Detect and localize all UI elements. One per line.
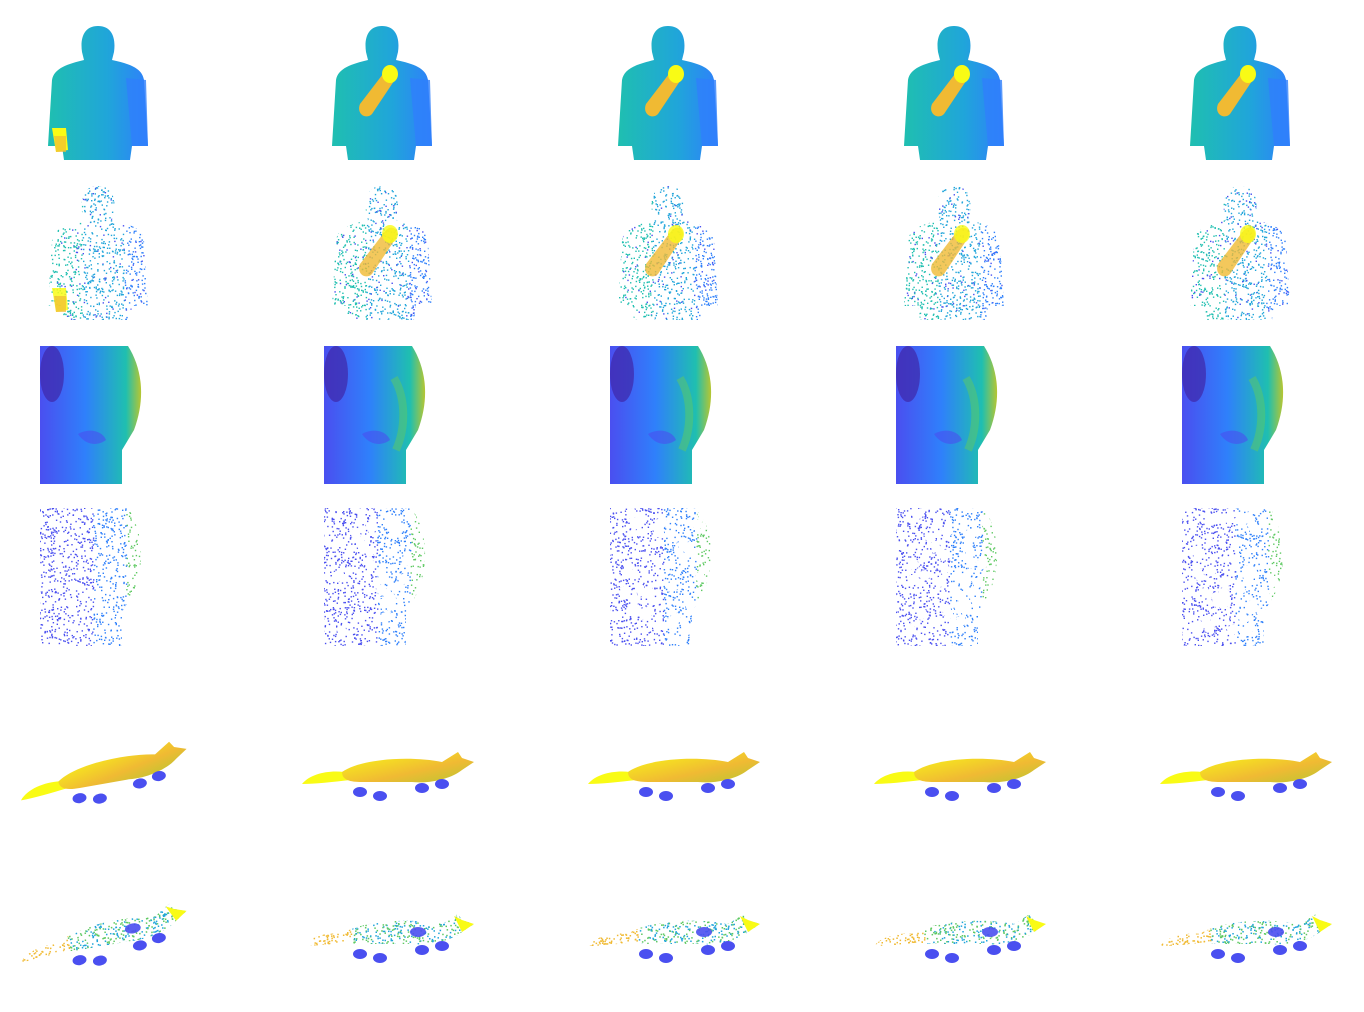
person-front-point-cloud-image	[332, 186, 432, 320]
person-torso-surface-image	[610, 346, 712, 484]
grid-cell-person-torso-point-cloud	[302, 500, 492, 650]
figure-shape	[48, 26, 148, 160]
fox-surface-image	[588, 752, 760, 801]
figure-shape	[1182, 508, 1284, 646]
grid-cell-fox-surface	[588, 700, 778, 850]
grid-cell-fox-surface	[302, 700, 492, 850]
grid-cell-person-front-surface	[874, 18, 1064, 168]
person-torso-surface-image	[324, 346, 426, 484]
figure-shape	[40, 508, 142, 646]
person-front-point-cloud-image	[904, 186, 1004, 320]
grid-cell-fox-surface	[874, 700, 1064, 850]
figure-shape	[875, 914, 1046, 963]
figure-shape	[48, 186, 148, 320]
person-torso-surface-image	[1182, 346, 1284, 484]
figure-shape	[1190, 186, 1290, 320]
figure-shape	[1190, 26, 1290, 160]
fox-point-cloud-image	[18, 900, 191, 966]
figure-shape	[588, 914, 760, 963]
person-torso-point-cloud-image	[324, 508, 426, 646]
grid-cell-person-torso-surface	[18, 338, 208, 488]
grid-cell-fox-point-cloud	[874, 862, 1064, 1012]
figure-shape	[18, 900, 191, 966]
grid-cell-person-front-surface	[588, 18, 778, 168]
grid-cell-person-front-point-cloud	[1160, 178, 1350, 328]
grid-cell-fox-surface	[18, 700, 208, 850]
grid-cell-person-front-surface	[18, 18, 208, 168]
figure-shape	[21, 741, 187, 804]
fox-point-cloud-image	[875, 914, 1046, 963]
grid-cell-person-front-surface	[302, 18, 492, 168]
grid-cell-person-torso-point-cloud	[1160, 500, 1350, 650]
fox-point-cloud-image	[588, 914, 760, 963]
figure-shape	[874, 752, 1046, 801]
figure-shape	[332, 26, 432, 160]
figure-shape	[1182, 346, 1284, 484]
person-torso-point-cloud-image	[610, 508, 712, 646]
person-front-surface-image	[332, 26, 432, 160]
fox-point-cloud-image	[302, 914, 474, 963]
person-front-surface-image	[904, 26, 1004, 160]
person-torso-surface-image	[896, 346, 998, 484]
figure-shape	[904, 26, 1004, 160]
figure-shape	[618, 186, 718, 320]
person-front-surface-image	[618, 26, 718, 160]
grid-cell-person-torso-point-cloud	[874, 500, 1064, 650]
grid-cell-person-front-point-cloud	[302, 178, 492, 328]
grid-cell-fox-point-cloud	[18, 862, 208, 1012]
fox-surface-image	[302, 752, 474, 801]
grid-cell-person-torso-surface	[302, 338, 492, 488]
figure-shape	[40, 346, 142, 484]
fox-surface-image	[1160, 752, 1332, 801]
grid-cell-person-torso-surface	[1160, 338, 1350, 488]
figure-shape	[302, 914, 474, 963]
grid-cell-person-torso-point-cloud	[18, 500, 208, 650]
grid-cell-person-torso-surface	[588, 338, 778, 488]
figure-grid	[18, 18, 1350, 966]
grid-cell-fox-point-cloud	[1160, 862, 1350, 1012]
person-front-surface-image	[48, 26, 148, 160]
person-torso-point-cloud-image	[1182, 508, 1284, 646]
fox-surface-image	[21, 741, 187, 804]
grid-cell-person-front-point-cloud	[18, 178, 208, 328]
figure-shape	[896, 346, 998, 484]
person-front-point-cloud-image	[1190, 186, 1290, 320]
figure-shape	[904, 186, 1004, 320]
person-torso-point-cloud-image	[40, 508, 142, 646]
person-torso-surface-image	[40, 346, 142, 484]
person-front-point-cloud-image	[48, 186, 148, 320]
figure-shape	[324, 346, 426, 484]
grid-cell-person-torso-surface	[874, 338, 1064, 488]
grid-cell-person-front-point-cloud	[588, 178, 778, 328]
person-front-surface-image	[1190, 26, 1290, 160]
grid-cell-fox-point-cloud	[588, 862, 778, 1012]
figure-shape	[610, 346, 712, 484]
fox-surface-image	[874, 752, 1046, 801]
figure-shape	[618, 26, 718, 160]
grid-cell-person-front-point-cloud	[874, 178, 1064, 328]
figure-shape	[324, 508, 426, 646]
figure-shape	[1160, 752, 1332, 801]
grid-cell-person-torso-point-cloud	[588, 500, 778, 650]
fox-point-cloud-image	[1160, 914, 1332, 963]
figure-shape	[302, 752, 474, 801]
person-torso-point-cloud-image	[896, 508, 998, 646]
grid-cell-fox-point-cloud	[302, 862, 492, 1012]
grid-cell-fox-surface	[1160, 700, 1350, 850]
figure-shape	[332, 186, 432, 320]
figure-shape	[1160, 914, 1332, 963]
grid-cell-person-front-surface	[1160, 18, 1350, 168]
person-front-point-cloud-image	[618, 186, 718, 320]
figure-shape	[610, 508, 712, 646]
figure-shape	[588, 752, 760, 801]
figure-shape	[896, 508, 998, 646]
